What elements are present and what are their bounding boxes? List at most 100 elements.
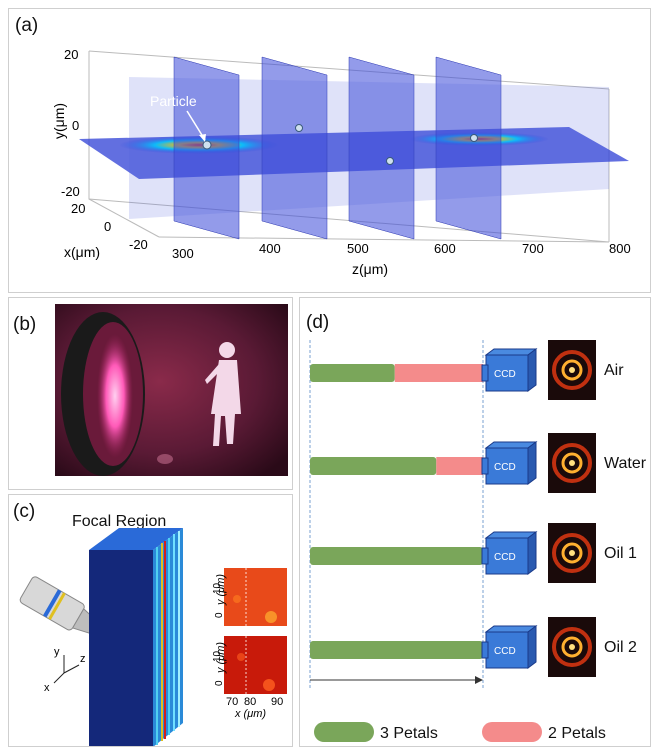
inset-top-ytick-0: 0 [214,612,225,618]
ccd-lens [481,547,489,565]
light-glow [97,334,133,458]
panel-c: (c) Focal Region y z x [8,494,293,747]
z-tick-400: 400 [259,241,281,256]
ccd-label: CCD [494,646,516,657]
panel-a-figure: Particle y(μm) 20 0 -20 20 0 -20 x(μm) 3… [51,47,631,277]
legend-swatch [482,722,542,742]
focal-stack [89,528,183,746]
z-axis-label: z(μm) [352,261,388,277]
ccd-side [527,625,537,669]
row-4: CCD Oil 2 [310,617,637,677]
medium-label: Air [604,362,624,379]
x-axis-label: x(μm) [64,244,100,260]
inset-top-ylabel: y (μm) [215,574,227,606]
particle-label: Particle [150,93,197,109]
row-1: CCD Air [310,340,624,400]
ccd-side [527,441,537,485]
figure-silhouette [205,342,241,446]
red-bar [394,364,483,382]
pattern-core [561,636,583,658]
z-tick-500: 500 [347,241,369,256]
legend-label: 2 Petals [548,725,606,742]
inset-bottom-ylabel: y (μm) [215,642,227,674]
pattern-ring [552,533,592,573]
pattern-ring [552,443,592,483]
green-bar [310,641,483,659]
inset-xtick-70: 70 [226,696,238,708]
pattern-ring [552,627,592,667]
legend-label: 3 Petals [380,725,438,742]
z-tick-700: 700 [522,241,544,256]
legend-swatch [314,722,374,742]
legend-item-2: 2 Petals [482,722,606,742]
medium-label: Oil 2 [604,639,637,656]
particle-2 [295,124,303,132]
focal-region-title: Focal Region [72,513,167,530]
y-tick-neg20: -20 [61,184,80,199]
z-tick-800: 800 [609,241,631,256]
inset-top [224,568,287,626]
panel-d-label: (d) [306,312,330,333]
ccd-lens [481,364,489,382]
panel-c-figure: y z x y (μm) 10 0 y (μm) 10 0 70 [19,528,287,746]
medium-label: Oil 1 [604,545,637,562]
ccd-side [527,348,537,392]
ccd-label: CCD [494,462,516,473]
pattern-center [569,367,575,373]
inset-bottom [224,636,287,694]
row-3: CCD Oil 1 [310,523,637,583]
legend-item-1: 3 Petals [314,722,438,742]
green-bar [310,547,483,565]
green-bar [310,364,395,382]
panel-a: (a) [8,8,651,293]
ccd-camera-icon [485,631,529,669]
inset-xtick-80: 80 [244,696,256,708]
axis-y: y [54,646,60,658]
pattern-center [569,644,575,650]
panel-c-label: (c) [13,501,36,522]
y-tick-20: 20 [64,47,78,62]
pattern-center [569,460,575,466]
panel-a-label: (a) [15,15,39,36]
panel-b: (b) [8,297,293,490]
axis-z: z [80,653,86,665]
particle-1 [202,140,212,150]
pattern-core [561,359,583,381]
ccd-label: CCD [494,369,516,380]
inset-xtick-90: 90 [271,696,283,708]
x-tick-0: 0 [104,219,111,234]
panel-b-photo [55,304,288,476]
ccd-side [527,531,537,575]
panel-b-label: (b) [13,314,37,335]
z-tick-300: 300 [172,246,194,261]
ccd-lens [481,457,489,475]
ccd-camera-icon [485,354,529,392]
y-axis-label: y(μm) [51,103,67,139]
pattern-center [569,550,575,556]
axes-icon [53,655,80,684]
green-bar [310,457,437,475]
x-tick-20: 20 [71,201,85,216]
inset-xlabel: x (μm) [234,708,266,720]
inset-top-ytick-10: 10 [212,582,223,594]
pattern-core [561,542,583,564]
vertical-plane-4 [435,56,502,240]
inset-bottom-ytick-10: 10 [212,650,223,662]
vertical-plane-2 [261,56,328,240]
axis-x: x [44,682,50,694]
ccd-label: CCD [494,552,516,563]
panel-d: (d) CCD Air CCD Water CCD Oil 1 CCD Oil 2 3 Pet… [299,297,651,747]
y-tick-0: 0 [72,118,79,133]
ccd-camera-icon [485,447,529,485]
pattern-core [561,452,583,474]
red-bar [436,457,483,475]
pattern-ring [552,350,592,390]
medium-label: Water [604,455,647,472]
particle-4 [470,134,478,142]
x-tick-neg20: -20 [129,237,148,252]
particle-3 [386,157,394,165]
vertical-plane-3 [348,56,415,240]
row-2: CCD Water [310,433,647,493]
z-tick-600: 600 [434,241,456,256]
objective-lens-icon [19,576,98,635]
